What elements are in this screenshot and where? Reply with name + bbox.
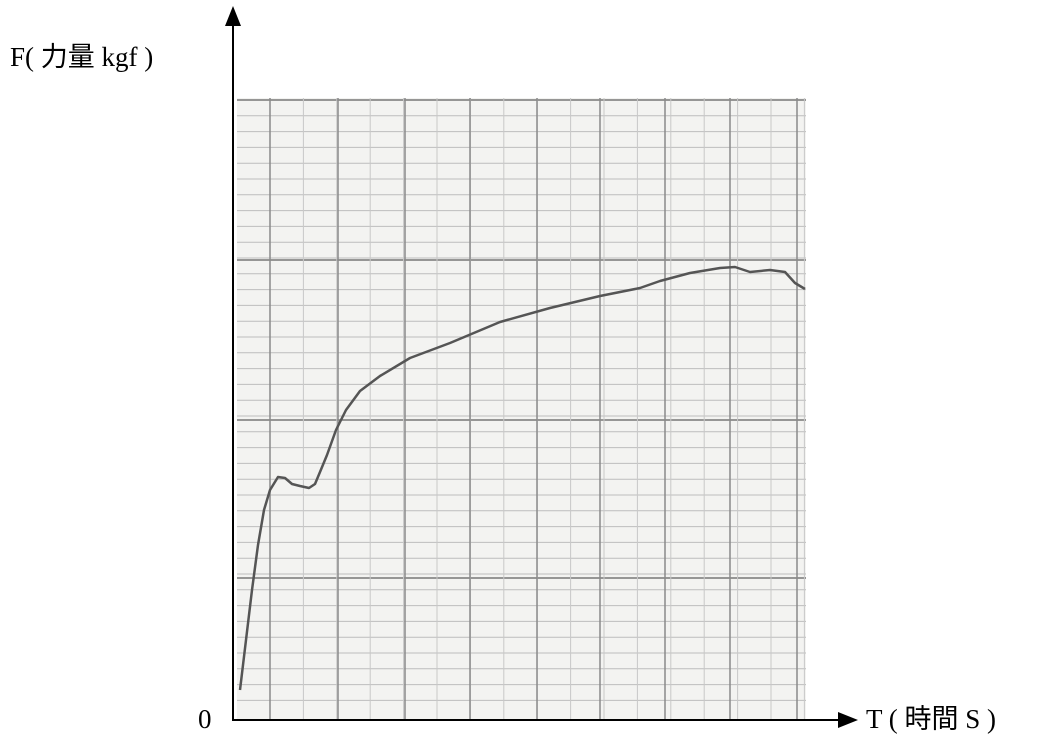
y-axis-label: F( 力量 kgf ) bbox=[10, 42, 153, 72]
chart: F( 力量 kgf ) T ( 時間 S ) 0 bbox=[0, 0, 1045, 749]
y-axis-arrow bbox=[225, 6, 241, 26]
origin-label: 0 bbox=[198, 704, 212, 734]
graph-paper bbox=[237, 98, 806, 720]
x-axis-label: T ( 時間 S ) bbox=[866, 704, 996, 734]
page: F( 力量 kgf ) T ( 時間 S ) 0 (() => { const … bbox=[0, 0, 1045, 749]
x-axis-arrow bbox=[838, 712, 858, 728]
